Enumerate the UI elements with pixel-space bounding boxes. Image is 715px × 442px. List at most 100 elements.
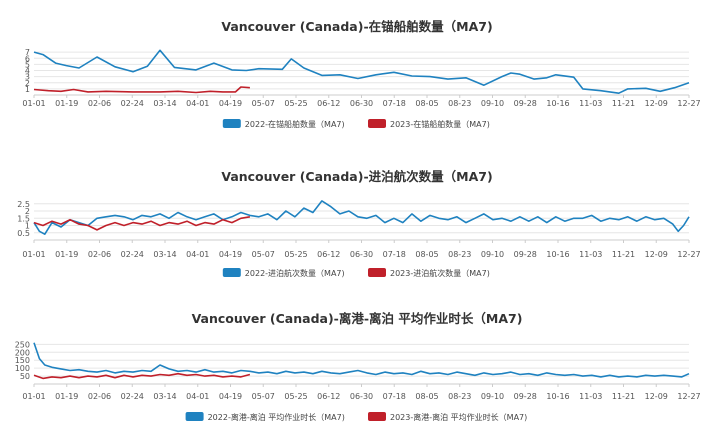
y-tick-label: 1 xyxy=(25,85,30,94)
legend-label: 2022-离港-离泊 平均作业时长（MA7) xyxy=(208,412,345,422)
x-tick-label: 01-19 xyxy=(55,392,78,401)
legend-swatch xyxy=(222,268,241,277)
series-line-series2022 xyxy=(33,200,690,235)
legend-swatch xyxy=(368,412,386,421)
x-tick-label: 04-19 xyxy=(219,250,242,259)
legend-item-series2022: 2022-离港-离泊 平均作业时长（MA7) xyxy=(185,412,345,422)
y-tick-label: 4 xyxy=(25,67,30,76)
x-tick-label: 07-18 xyxy=(383,392,406,401)
series-line-series2023 xyxy=(33,216,251,231)
x-tick-label: 06-12 xyxy=(317,392,340,401)
x-tick-label: 12-09 xyxy=(645,392,668,401)
legend-item-series2022: 2022-在锚船舶数量（MA7) xyxy=(222,119,345,129)
x-tick-label: 04-01 xyxy=(186,392,209,401)
x-tick-label: 08-23 xyxy=(448,392,471,401)
x-tick-label: 08-23 xyxy=(448,250,471,259)
y-tick-label: 150 xyxy=(15,356,30,365)
x-tick-label: 02-24 xyxy=(121,392,144,401)
y-tick-label: 1 xyxy=(25,222,30,231)
x-tick-label: 05-25 xyxy=(284,99,307,108)
x-tick-label: 05-07 xyxy=(252,392,275,401)
series-line-series2023 xyxy=(33,372,251,380)
legend-label: 2023-在锚船舶数量（MA7) xyxy=(390,119,490,129)
x-tick-label: 03-14 xyxy=(153,392,176,401)
chart-title: Vancouver (Canada)-进泊航次数量（MA7) xyxy=(221,169,492,184)
legend-label: 2023-离港-离泊 平均作业时长（MA7) xyxy=(390,412,527,422)
legend-swatch xyxy=(222,119,241,128)
x-tick-label: 01-19 xyxy=(55,250,78,259)
x-tick-label: 04-01 xyxy=(186,250,209,259)
series-line-series2022 xyxy=(33,49,690,94)
x-tick-label: 12-27 xyxy=(677,99,700,108)
y-tick-label: 2.5 xyxy=(17,200,30,209)
x-tick-label: 06-30 xyxy=(350,250,373,259)
series-line-series2023 xyxy=(33,86,250,94)
x-tick-label: 09-10 xyxy=(481,392,504,401)
x-tick-label: 05-25 xyxy=(284,392,307,401)
x-tick-label: 05-25 xyxy=(284,250,307,259)
x-tick-label: 12-27 xyxy=(677,250,700,259)
x-tick-label: 06-12 xyxy=(317,99,340,108)
x-tick-label: 12-27 xyxy=(677,392,700,401)
x-tick-label: 02-06 xyxy=(88,250,111,259)
y-tick-label: 7 xyxy=(25,48,30,57)
x-tick-label: 09-10 xyxy=(481,99,504,108)
x-tick-label: 06-12 xyxy=(317,250,340,259)
x-tick-label: 05-07 xyxy=(252,99,275,108)
y-tick-label: 3 xyxy=(25,73,30,82)
x-tick-label: 10-16 xyxy=(546,99,569,108)
x-tick-label: 08-23 xyxy=(448,99,471,108)
y-tick-label: 250 xyxy=(15,340,30,349)
y-tick-label: 100 xyxy=(15,364,30,373)
x-tick-label: 03-14 xyxy=(153,250,176,259)
x-tick-label: 11-03 xyxy=(579,250,602,259)
y-tick-label: 50 xyxy=(20,372,30,381)
x-tick-label: 04-19 xyxy=(219,99,242,108)
x-tick-label: 09-28 xyxy=(514,99,537,108)
x-tick-label: 01-01 xyxy=(22,99,45,108)
x-tick-label: 09-28 xyxy=(514,392,537,401)
series-line-series2022 xyxy=(33,342,690,378)
y-tick-label: 2 xyxy=(25,79,30,88)
x-tick-label: 01-01 xyxy=(22,250,45,259)
x-tick-label: 06-30 xyxy=(350,99,373,108)
x-tick-label: 01-01 xyxy=(22,392,45,401)
x-tick-label: 12-09 xyxy=(645,99,668,108)
chart-3: Vancouver (Canada)-离港-离泊 平均作业时长（MA7)5010… xyxy=(15,311,701,422)
y-tick-label: 5 xyxy=(25,60,30,69)
legend-label: 2023-进泊航次数量（MA7) xyxy=(390,268,490,278)
x-tick-label: 02-24 xyxy=(121,99,144,108)
legend-item-series2023: 2023-进泊航次数量（MA7) xyxy=(368,268,490,278)
legend-swatch xyxy=(185,412,204,421)
legend-swatch xyxy=(368,119,386,128)
x-tick-label: 12-09 xyxy=(645,250,668,259)
legend-swatch xyxy=(368,268,386,277)
chart-title: Vancouver (Canada)-在锚船舶数量（MA7) xyxy=(221,19,492,34)
legend-item-series2023: 2023-在锚船舶数量（MA7) xyxy=(368,119,490,129)
x-tick-label: 10-16 xyxy=(546,250,569,259)
legend-label: 2022-在锚船舶数量（MA7) xyxy=(245,119,345,129)
x-tick-label: 11-03 xyxy=(579,392,602,401)
chart-title: Vancouver (Canada)-离港-离泊 平均作业时长（MA7) xyxy=(192,311,523,326)
x-tick-label: 06-30 xyxy=(350,392,373,401)
x-tick-label: 04-01 xyxy=(186,99,209,108)
x-tick-label: 02-24 xyxy=(121,250,144,259)
x-tick-label: 11-21 xyxy=(612,99,635,108)
x-tick-label: 04-19 xyxy=(219,392,242,401)
legend-item-series2022: 2022-进泊航次数量（MA7) xyxy=(222,268,345,278)
x-tick-label: 01-19 xyxy=(55,99,78,108)
x-tick-label: 03-14 xyxy=(153,99,176,108)
chart-2: Vancouver (Canada)-进泊航次数量（MA7) 0.511.522.… xyxy=(17,169,700,278)
x-tick-label: 09-28 xyxy=(514,250,537,259)
x-tick-label: 10-16 xyxy=(546,392,569,401)
y-tick-label: 0.5 xyxy=(17,229,30,238)
x-tick-label: 08-05 xyxy=(415,99,438,108)
legend-label: 2022-进泊航次数量（MA7) xyxy=(245,268,345,278)
x-tick-label: 02-06 xyxy=(88,99,111,108)
x-tick-label: 05-07 xyxy=(252,250,275,259)
x-tick-label: 09-10 xyxy=(481,250,504,259)
y-tick-label: 6 xyxy=(25,54,30,63)
